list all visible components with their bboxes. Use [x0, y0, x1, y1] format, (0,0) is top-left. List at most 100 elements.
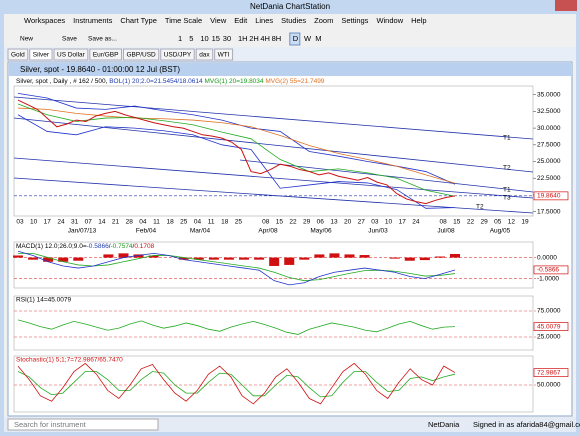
- x-tick-label: 25: [180, 219, 188, 226]
- histogram-bar: [419, 257, 430, 261]
- x-tick-label: 21: [112, 219, 120, 226]
- menu-item[interactable]: View: [210, 16, 227, 25]
- x-tick-label: 29: [303, 219, 311, 226]
- menu-item[interactable]: Instruments: [73, 16, 112, 25]
- menu-item[interactable]: Studies: [281, 16, 306, 25]
- tab-label: Eur/GBP: [93, 52, 119, 59]
- x-tick-label: 31: [71, 219, 79, 226]
- interval-button[interactable]: 1: [178, 34, 182, 43]
- tab[interactable]: [7, 48, 29, 61]
- menu-item[interactable]: Zoom: [314, 16, 333, 25]
- series-line: [17, 371, 456, 398]
- x-tick-label: 28: [126, 219, 134, 226]
- x-tick-label: 11: [208, 219, 215, 226]
- maximize-button[interactable]: [541, 0, 555, 11]
- trend-label: T2: [476, 204, 484, 211]
- trend-label: T1: [503, 187, 511, 194]
- interval-button[interactable]: 1H: [238, 34, 248, 43]
- menu-item[interactable]: Lines: [255, 16, 273, 25]
- trend-line: [13, 177, 534, 214]
- tab-label: US Dollar: [57, 52, 86, 59]
- histogram-bar: [73, 257, 84, 261]
- selected-interval: [289, 32, 301, 46]
- series-line: [17, 103, 456, 197]
- trend-label: T3: [503, 195, 511, 202]
- interval-button[interactable]: D: [293, 34, 299, 43]
- search-box[interactable]: [7, 418, 159, 431]
- trend-label: T1: [503, 135, 511, 142]
- y-tick-label: 27.5000: [537, 142, 561, 149]
- tab-label: GBP/USD: [126, 52, 156, 59]
- interval-button[interactable]: M: [315, 34, 321, 43]
- close-button[interactable]: [555, 0, 577, 11]
- histogram-bar: [389, 257, 400, 259]
- menu-item[interactable]: Help: [411, 16, 426, 25]
- last-value-label: -0.5866: [537, 267, 559, 274]
- menu-item[interactable]: Settings: [341, 16, 368, 25]
- x-tick-label: 07: [85, 219, 93, 226]
- y-tick-label: 22.5000: [537, 175, 561, 182]
- stoch-legend: Stochastic(1) 5;1;7=72.9867/65.7470: [16, 357, 123, 364]
- rsi-legend: RSI(1) 14=45.0079: [16, 297, 71, 304]
- x-tick-label: 19: [521, 219, 529, 226]
- interval-button[interactable]: 2H: [249, 34, 259, 43]
- x-tick-label: 13: [330, 219, 338, 226]
- menu-item[interactable]: Workspaces: [24, 16, 65, 25]
- window-title: NetDania ChartStation: [250, 2, 330, 11]
- interval-button[interactable]: 8H: [272, 34, 282, 43]
- y-tick-label: 75.0000: [537, 308, 561, 315]
- x-tick-label: 10: [30, 219, 38, 226]
- trend-line: [13, 96, 534, 140]
- tab[interactable]: [122, 48, 160, 61]
- y-tick-label: 30.0000: [537, 125, 561, 132]
- menu-item[interactable]: Window: [376, 16, 403, 25]
- interval-button[interactable]: 4H: [260, 34, 270, 43]
- trend-label: T2: [503, 165, 511, 172]
- tab[interactable]: [160, 48, 195, 61]
- y-tick-label: 32.5000: [537, 108, 561, 115]
- legend-part: -0.5866: [87, 243, 109, 250]
- tab[interactable]: [53, 48, 89, 61]
- signed-in: Signed in as afarida84@gmail.com: [473, 420, 580, 429]
- y-tick-label: 25.0000: [537, 158, 561, 165]
- interval-button[interactable]: 10: [200, 34, 208, 43]
- histogram-bar: [193, 257, 204, 260]
- interval-button[interactable]: 5: [189, 34, 193, 43]
- minimize-button[interactable]: [527, 0, 541, 11]
- tab[interactable]: [29, 48, 53, 61]
- menu-item[interactable]: Time Scale: [165, 16, 202, 25]
- menu-item[interactable]: Chart Type: [120, 16, 157, 25]
- trend-line: [13, 117, 534, 173]
- histogram-bar: [103, 254, 114, 258]
- series-line: [17, 99, 456, 205]
- price-panel: [13, 85, 534, 217]
- x-tick-label: 15: [276, 219, 284, 226]
- tab[interactable]: [214, 48, 234, 61]
- interval-button[interactable]: W: [304, 34, 312, 43]
- histogram-bar: [344, 254, 355, 258]
- trend-lines: [13, 96, 534, 214]
- month-label: Apr/08: [258, 228, 278, 235]
- x-tick-label: 24: [412, 219, 420, 226]
- y-tick-label: 35.0000: [537, 91, 561, 98]
- menu-item[interactable]: Edit: [234, 16, 248, 25]
- y-tick-label: 17.5000: [537, 208, 561, 215]
- toolbar-button[interactable]: New: [20, 36, 33, 43]
- x-tick-label: 24: [57, 219, 65, 226]
- month-label: May/06: [310, 228, 332, 235]
- x-tick-label: 08: [440, 219, 448, 226]
- stoch-panel: [13, 355, 534, 413]
- series-line: [17, 114, 456, 209]
- x-tick-label: 18: [221, 219, 229, 226]
- y-tick-label: 0.0000: [537, 254, 557, 261]
- price-legend: Silver, spot , Daily , # 162 / 500, BOL(…: [16, 78, 325, 85]
- tab[interactable]: [195, 48, 214, 61]
- interval-button[interactable]: 30: [223, 34, 231, 43]
- histogram-bar: [450, 253, 460, 258]
- chart-title: Silver, spot - 19.8640 - 01:00:00 12 Jul…: [20, 65, 180, 74]
- interval-button[interactable]: 15: [212, 34, 220, 43]
- toolbar-button[interactable]: Save as...: [88, 36, 117, 43]
- histogram-bar: [254, 257, 265, 260]
- tab[interactable]: [89, 48, 122, 61]
- toolbar-button[interactable]: Save: [62, 36, 77, 43]
